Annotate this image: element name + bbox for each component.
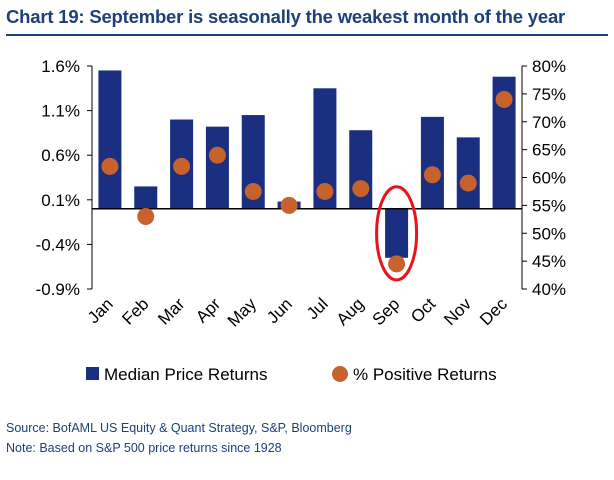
left-tick-label: -0.9% bbox=[36, 280, 80, 299]
x-tick-label: Apr bbox=[192, 294, 224, 326]
left-tick-label: 1.6% bbox=[41, 57, 80, 76]
dot-nov bbox=[459, 174, 477, 192]
bar-nov bbox=[456, 137, 480, 209]
x-tick-label: Jun bbox=[263, 294, 296, 327]
x-tick-label: May bbox=[224, 294, 260, 330]
left-tick-label: 0.1% bbox=[41, 191, 80, 210]
left-tick-label: -0.4% bbox=[36, 235, 80, 254]
right-tick-label: 40% bbox=[532, 280, 566, 299]
x-tick-label: Jan bbox=[84, 294, 117, 327]
right-tick-label: 60% bbox=[532, 169, 566, 188]
x-tick-label: Sep bbox=[369, 294, 404, 329]
bar-apr bbox=[205, 126, 229, 209]
right-tick-label: 65% bbox=[532, 141, 566, 160]
x-tick-label: Jul bbox=[303, 294, 332, 323]
right-tick-label: 45% bbox=[532, 252, 566, 271]
dot-aug bbox=[352, 180, 370, 198]
legend-dot-swatch bbox=[332, 366, 348, 382]
dot-dec bbox=[495, 90, 513, 108]
x-tick-label: Dec bbox=[476, 294, 511, 329]
right-tick-label: 75% bbox=[532, 85, 566, 104]
right-tick-label: 50% bbox=[532, 224, 566, 243]
x-tick-label: Nov bbox=[440, 294, 475, 329]
seasonality-chart: 1.6% 1.1% 0.6% 0.1% -0.4% -0.9% 80% 75% 70% 65% 6… bbox=[36, 57, 566, 384]
x-tick-label: Aug bbox=[333, 294, 368, 329]
right-tick-label: 80% bbox=[532, 57, 566, 76]
bar-oct bbox=[420, 116, 444, 209]
title-divider bbox=[6, 34, 608, 36]
right-tick-label: 70% bbox=[532, 113, 566, 132]
dot-may bbox=[244, 182, 262, 200]
bar-sep bbox=[385, 208, 409, 258]
x-tick-label: Oct bbox=[407, 294, 439, 326]
right-tick-label: 55% bbox=[532, 196, 566, 215]
dot-mar bbox=[173, 157, 191, 175]
legend-bar-swatch bbox=[86, 367, 99, 380]
x-tick-label: Feb bbox=[118, 294, 152, 328]
dot-apr bbox=[208, 146, 226, 164]
dot-jun bbox=[280, 196, 298, 214]
dot-jul bbox=[316, 182, 334, 200]
highlight-circle bbox=[375, 185, 419, 282]
dot-oct bbox=[423, 166, 441, 184]
left-tick-label: 1.1% bbox=[41, 102, 80, 121]
chart-notes: Source: BofAML US Equity & Quant Strateg… bbox=[6, 418, 352, 458]
chart-title: Chart 19: September is seasonally the we… bbox=[6, 6, 566, 27]
bar-jul bbox=[313, 88, 337, 209]
legend-bar-label: Median Price Returns bbox=[104, 365, 267, 384]
source-note: Source: BofAML US Equity & Quant Strateg… bbox=[6, 421, 352, 435]
x-tick-label: Mar bbox=[154, 294, 188, 328]
legend-dot-label: % Positive Returns bbox=[353, 365, 497, 384]
base-note: Note: Based on S&P 500 price returns sin… bbox=[6, 441, 282, 455]
bar-jan bbox=[98, 70, 122, 209]
bar-feb bbox=[134, 186, 158, 209]
bar-dec bbox=[492, 76, 516, 209]
legend: Median Price Returns % Positive Returns bbox=[86, 365, 497, 384]
dot-feb bbox=[137, 208, 155, 226]
left-tick-label: 0.6% bbox=[41, 146, 80, 165]
dot-jan bbox=[101, 157, 119, 175]
dot-sep bbox=[388, 255, 406, 273]
